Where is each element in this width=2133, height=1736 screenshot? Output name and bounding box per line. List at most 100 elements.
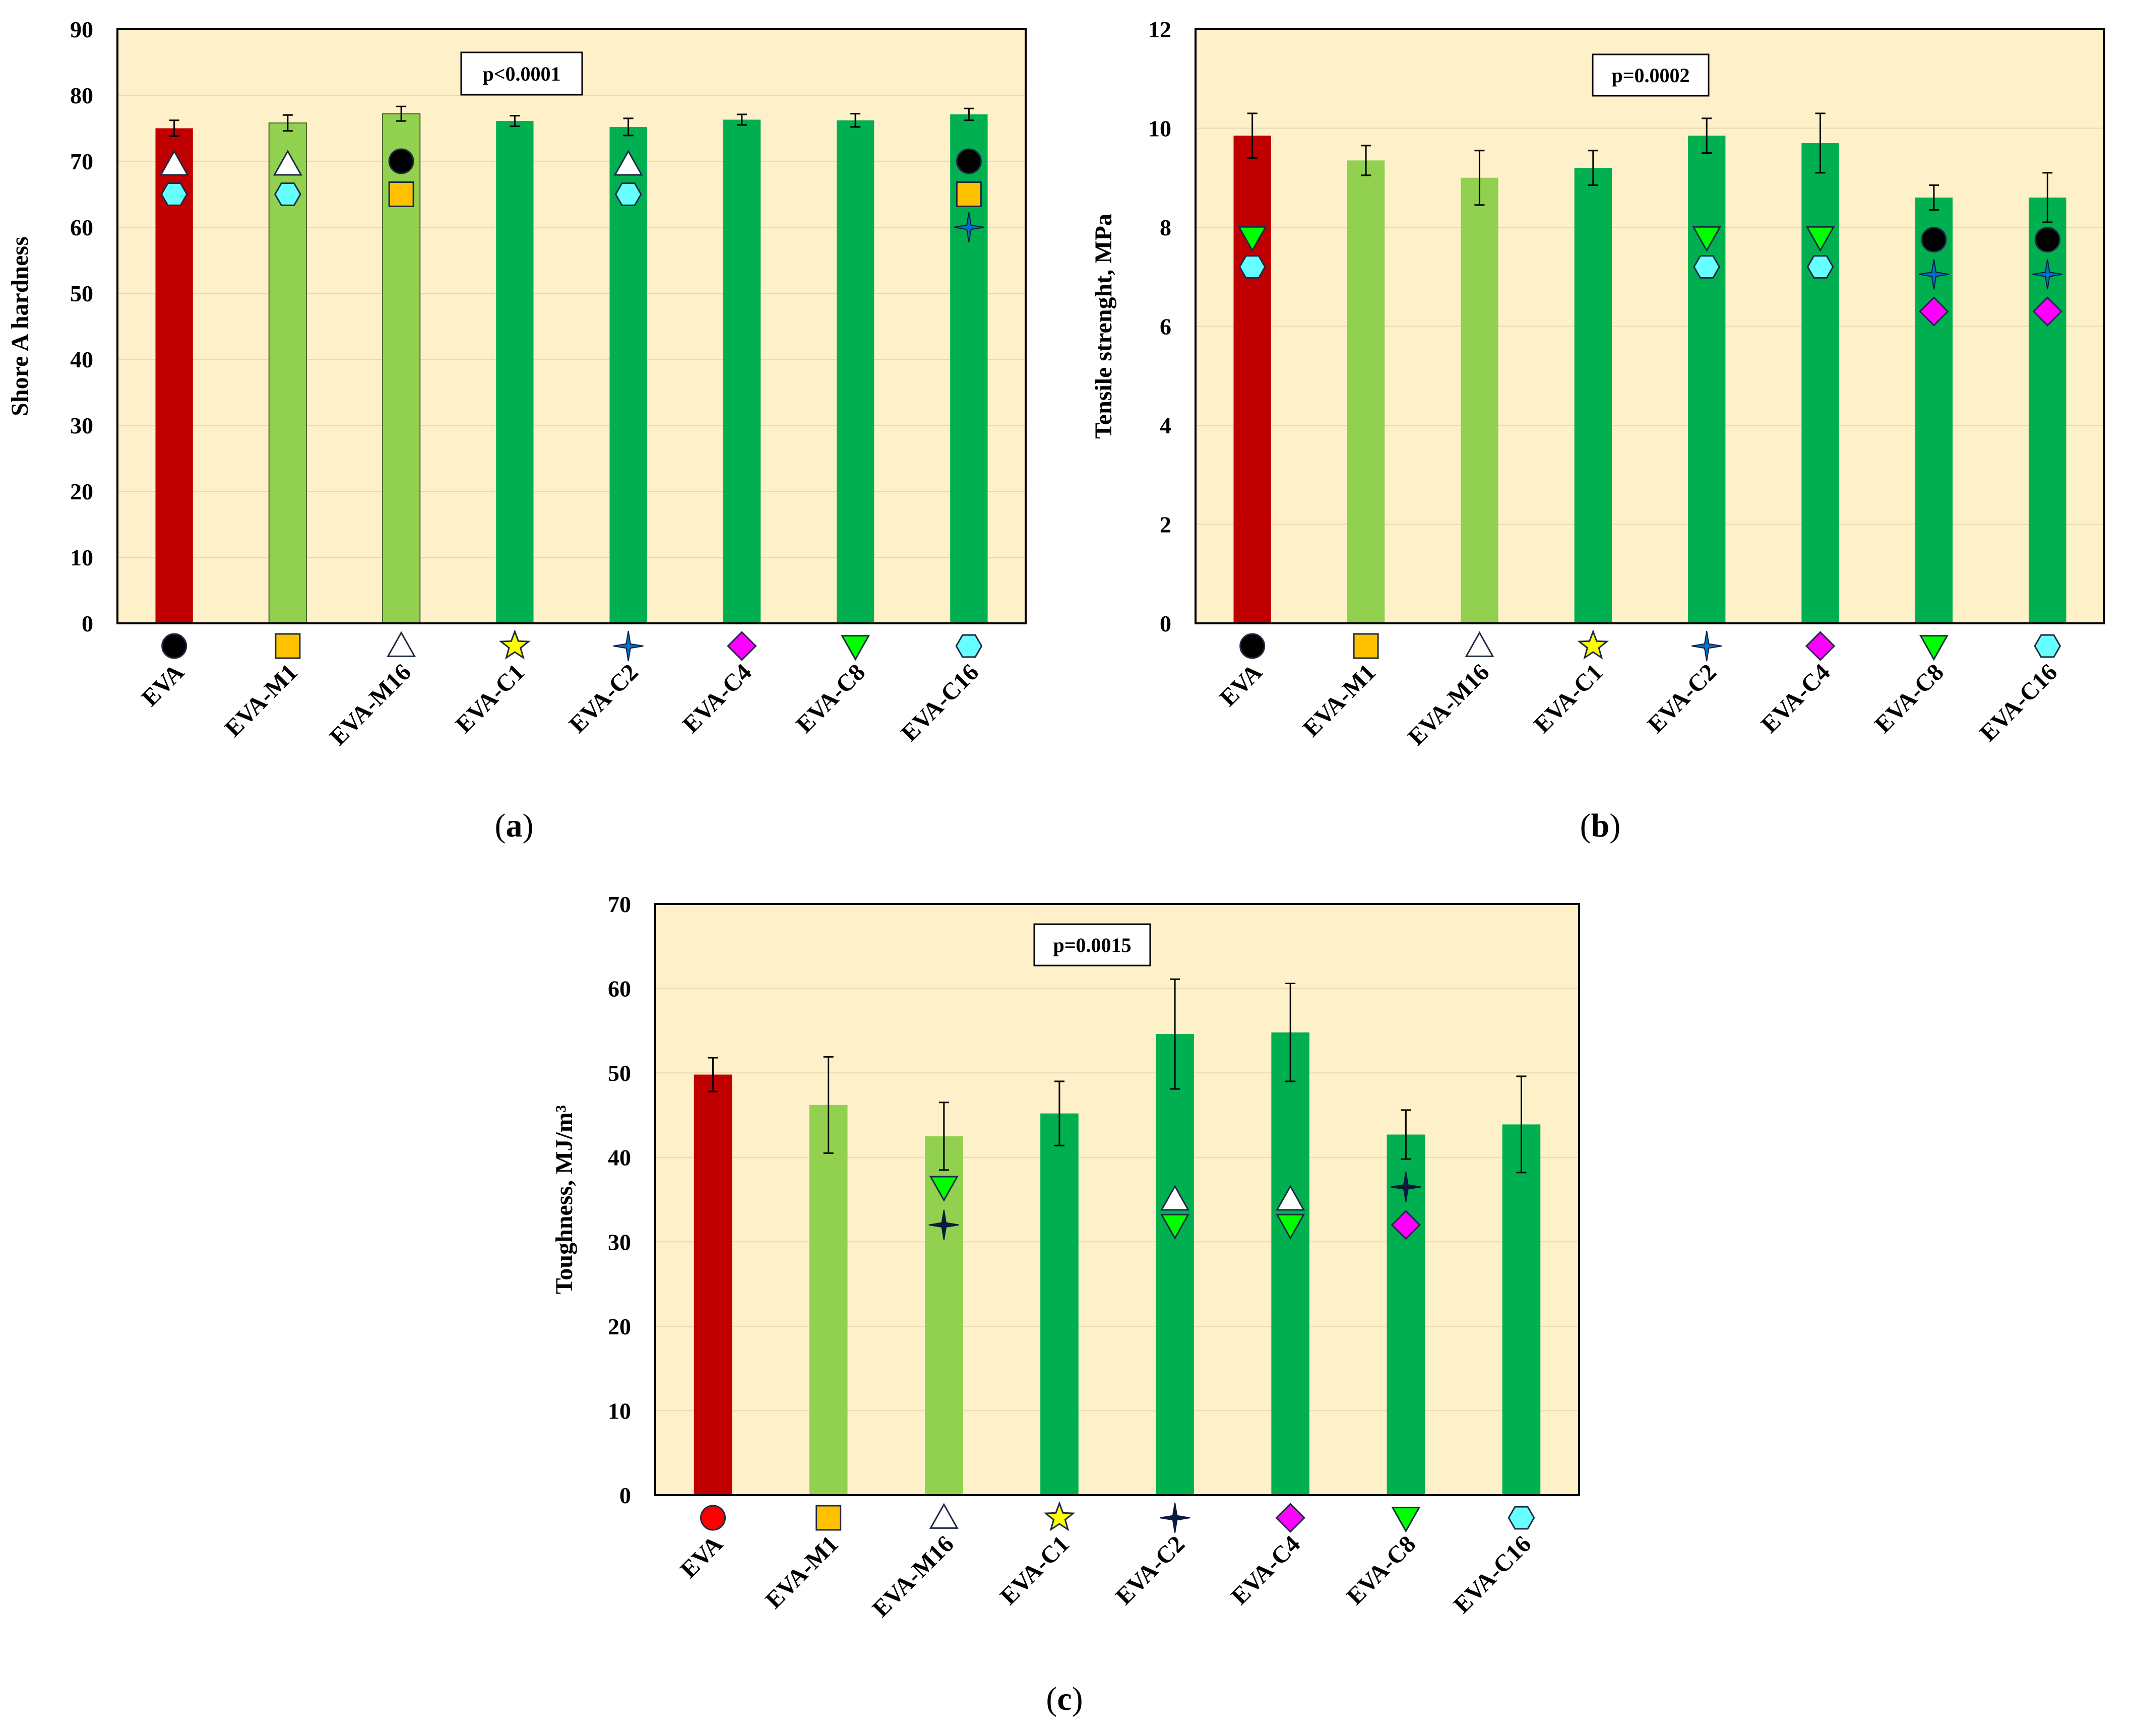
bar xyxy=(1461,177,1498,623)
diamond-icon xyxy=(2032,296,2063,327)
y-tick-label: 90 xyxy=(70,17,93,42)
x-tick-label: EVA-C4 xyxy=(1756,659,1836,738)
x-tick-label: EVA-C8 xyxy=(1869,659,1949,738)
bar xyxy=(496,121,534,624)
y-axis-label: Toughness, MJ/m³ xyxy=(551,1105,578,1294)
plot-frame xyxy=(1195,28,2105,624)
y-tick-label: 10 xyxy=(70,545,93,570)
x-tick-label: EVA-C8 xyxy=(791,659,870,738)
square-icon xyxy=(956,181,982,207)
triangle-down-icon xyxy=(929,1176,959,1202)
bar xyxy=(1502,1124,1541,1495)
bar xyxy=(1688,136,1726,623)
triangle-down-icon xyxy=(1391,1507,1421,1533)
circle-icon xyxy=(161,633,187,659)
panel-caption: (c) xyxy=(1046,1681,1083,1717)
y-tick-label: 12 xyxy=(1148,17,1171,42)
y-tick-label: 8 xyxy=(1160,215,1171,240)
hexagon-icon xyxy=(274,182,301,206)
pvalue-label: p=0.0015 xyxy=(1053,934,1131,956)
x-tick-label: EVA-C16 xyxy=(1975,659,2063,747)
y-tick-label: 20 xyxy=(608,1314,631,1339)
triangle-down-icon xyxy=(1919,635,1949,661)
diamond-icon xyxy=(727,631,757,661)
plot-frame xyxy=(654,903,1580,1496)
pvalue-box xyxy=(460,51,583,96)
hexagon-icon xyxy=(2034,634,2061,658)
triangle-down-icon xyxy=(841,635,870,661)
panel-caption: (a) xyxy=(495,807,534,844)
hexagon-icon xyxy=(1693,255,1721,279)
x-tick-label: EVA xyxy=(137,659,190,712)
bar xyxy=(1156,1034,1194,1495)
y-tick-label: 6 xyxy=(1160,314,1171,340)
x-tick-label: EVA-C16 xyxy=(896,659,984,747)
diamond-icon xyxy=(1391,1210,1421,1240)
hexagon-icon xyxy=(1806,255,1834,279)
hexagon-icon xyxy=(1238,255,1266,279)
x-tick-label: EVA-M16 xyxy=(1403,659,1494,750)
x-tick-label: EVA-C1 xyxy=(1529,659,1608,738)
square-icon xyxy=(388,181,414,207)
x-tick-label: EVA-C16 xyxy=(1449,1530,1537,1619)
bar xyxy=(1271,1032,1309,1495)
triangle-up-icon xyxy=(1160,1185,1190,1211)
y-tick-label: 0 xyxy=(82,611,93,636)
pvalue-box xyxy=(1592,53,1710,97)
circle-icon xyxy=(700,1505,726,1531)
x-tick-label: EVA-M1 xyxy=(1298,659,1381,742)
y-tick-label: 40 xyxy=(608,1145,631,1171)
diamond-icon xyxy=(1919,296,1949,327)
triangle-down-icon xyxy=(1692,226,1722,252)
triangle-down-icon xyxy=(1160,1213,1190,1240)
triangle-up-icon xyxy=(387,631,416,657)
hexagon-icon xyxy=(1508,1506,1535,1530)
star4-icon xyxy=(1691,630,1722,662)
y-tick-label: 0 xyxy=(1160,611,1171,636)
y-tick-label: 60 xyxy=(70,215,93,240)
x-tick-label: EVA-C2 xyxy=(1642,659,1722,738)
x-tick-label: EVA-M1 xyxy=(760,1530,843,1614)
x-tick-label: EVA-M16 xyxy=(867,1530,959,1622)
bar xyxy=(809,1105,848,1495)
triangle-up-icon xyxy=(1276,1185,1305,1211)
circle-icon xyxy=(1239,633,1266,659)
bar xyxy=(836,120,874,623)
star5-icon xyxy=(498,629,531,660)
y-axis-label: Tensile strenght, MPa xyxy=(1090,214,1117,439)
y-tick-label: 70 xyxy=(608,891,631,917)
plot-frame xyxy=(116,28,1027,624)
triangle-up-icon xyxy=(1465,631,1494,657)
bar xyxy=(723,119,761,624)
star4-icon xyxy=(1159,1502,1190,1533)
y-tick-label: 10 xyxy=(608,1398,631,1424)
x-tick-label: EVA-C4 xyxy=(1226,1530,1305,1610)
bar xyxy=(1040,1113,1079,1495)
triangle-up-icon xyxy=(929,1503,959,1529)
star4-icon xyxy=(1918,259,1950,290)
triangle-down-icon xyxy=(1237,226,1267,252)
hexagon-icon xyxy=(955,634,983,658)
x-tick-label: EVA-M1 xyxy=(220,659,303,742)
hexagon-icon xyxy=(614,182,642,206)
chart-panel-b: 0 2 4 6 8 10 12 Tensile strenght, MPa EVA EVA-M1 E… xyxy=(1090,17,2105,844)
x-tick-label: EVA-M16 xyxy=(325,659,416,750)
y-tick-label: 80 xyxy=(70,83,93,108)
y-tick-label: 20 xyxy=(70,479,93,504)
square-icon xyxy=(1353,633,1379,659)
triangle-up-icon xyxy=(273,150,302,176)
bar xyxy=(1347,160,1385,623)
triangle-up-icon xyxy=(159,150,189,176)
x-tick-label: EVA xyxy=(675,1530,728,1583)
x-tick-label: EVA-C1 xyxy=(451,659,530,738)
bar xyxy=(1233,136,1271,623)
chart-panel-a: 0 10 20 30 40 50 60 70 80 90 Shore A hardness EVA EV… xyxy=(7,17,1027,844)
square-icon xyxy=(275,633,301,659)
plot-area xyxy=(117,29,1026,623)
triangle-down-icon xyxy=(1276,1213,1305,1240)
x-tick-label: EVA-C2 xyxy=(564,659,644,738)
circle-icon xyxy=(1921,227,1947,253)
y-tick-label: 30 xyxy=(70,413,93,438)
star4-icon xyxy=(613,630,644,662)
star4-icon xyxy=(928,1209,959,1240)
